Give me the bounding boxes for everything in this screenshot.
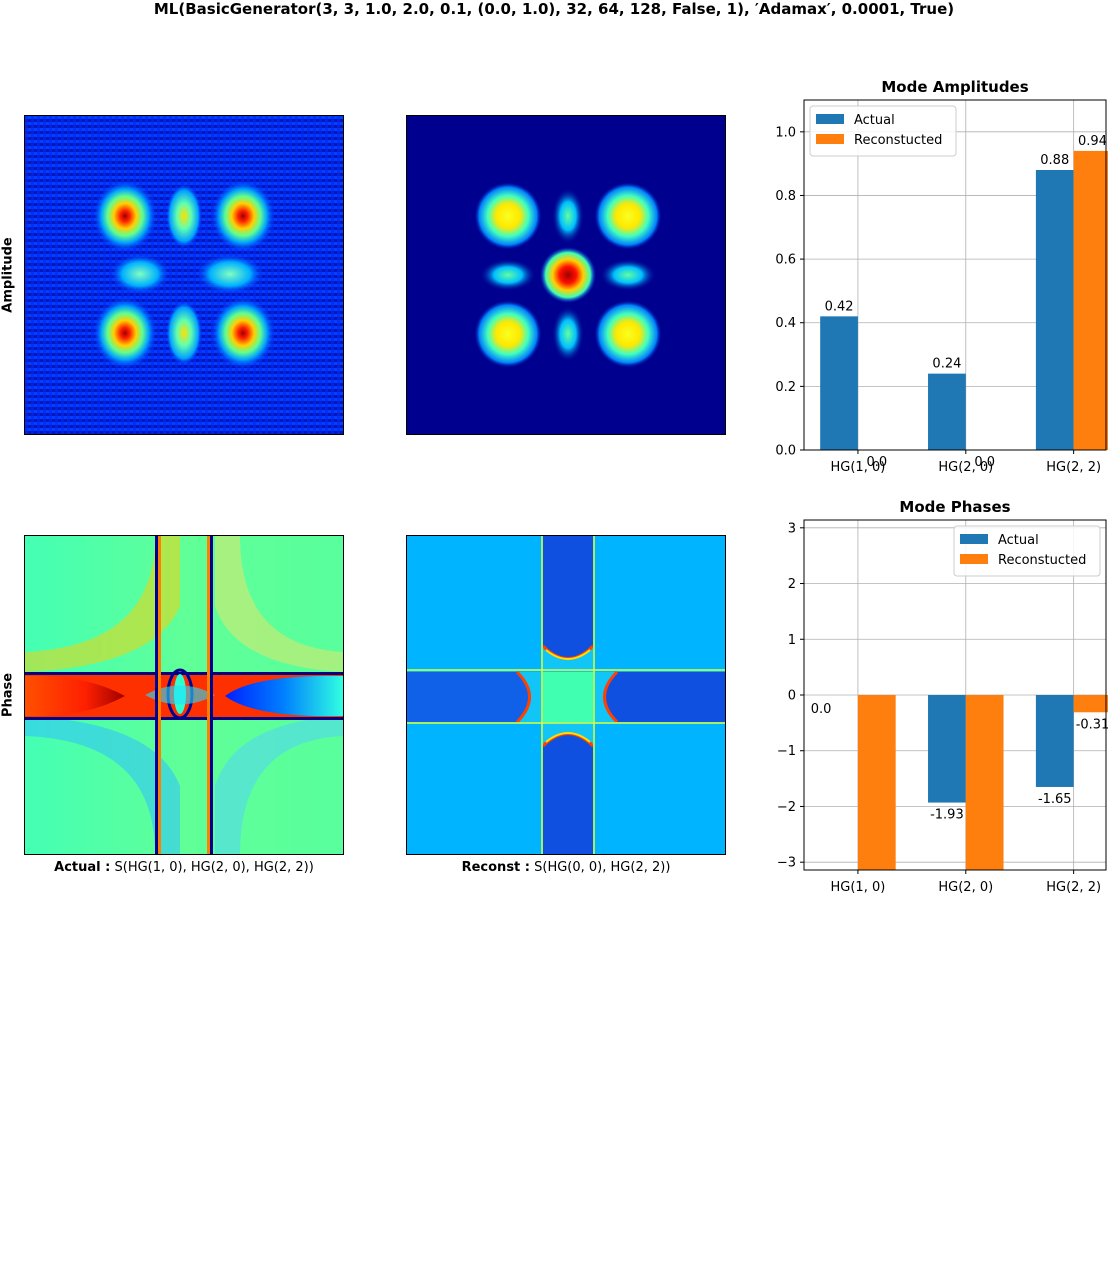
x-tick-label: HG(2, 2)	[1046, 460, 1101, 475]
bar-value-label: 0.88	[1040, 153, 1069, 168]
actual-caption: Actual : S(HG(1, 0), HG(2, 0), HG(2, 2))	[24, 860, 344, 875]
legend-label: Reconstucted	[854, 133, 942, 148]
actual-caption-label: Actual :	[54, 860, 111, 875]
y-tick-label: 0.0	[775, 444, 796, 459]
y-tick-label: 1	[788, 633, 796, 648]
y-tick-label: 1.0	[775, 125, 796, 140]
actual-amplitude-image	[24, 115, 344, 435]
reconst-caption-text: S(HG(0, 0), HG(2, 2))	[530, 860, 671, 875]
y-tick-label: 0.2	[775, 380, 796, 395]
bar-value-label: 0.94	[1078, 134, 1107, 149]
actual-phase-image	[24, 535, 344, 855]
y-tick-label: 0	[788, 689, 796, 704]
x-tick-label: HG(2, 0)	[938, 460, 993, 475]
bar	[1035, 695, 1074, 787]
bar-value-label: 0.0	[811, 702, 832, 717]
y-tick-label: 0.8	[775, 189, 796, 204]
bar	[928, 695, 966, 803]
legend-box	[953, 525, 1101, 577]
bar-value-label: -0.31	[1076, 717, 1108, 732]
x-tick-label: HG(1, 0)	[831, 460, 886, 475]
bar	[1073, 695, 1108, 713]
bar	[1073, 150, 1108, 450]
legend-swatch	[960, 534, 988, 544]
bar	[928, 373, 966, 450]
x-tick-label: HG(2, 2)	[1046, 880, 1101, 895]
reconst-caption-label: Reconst :	[461, 860, 530, 875]
bar-value-label: -1.65	[1038, 792, 1072, 807]
legend-label: Actual	[998, 533, 1039, 548]
chart-title: Mode Phases	[899, 498, 1010, 516]
bar	[1035, 170, 1074, 450]
y-tick-label: −1	[777, 744, 796, 759]
y-tick-label: −3	[777, 856, 796, 871]
x-tick-label: HG(1, 0)	[831, 880, 886, 895]
plot-frame	[803, 99, 1107, 451]
legend-box	[809, 105, 957, 157]
reconstructed-amplitude-image	[406, 115, 726, 435]
row-label-phase: Phase	[0, 672, 16, 718]
legend-swatch	[816, 134, 844, 144]
reconstructed-phase-image	[406, 535, 726, 855]
mode-phases-chart: Mode Phases −3 −2 −1 0 1 2 3 0.0 -1.93 -1.65 -0.31 H…	[777, 498, 1108, 895]
x-tick-label: HG(2, 0)	[938, 880, 993, 895]
y-tick-label: 2	[788, 577, 796, 592]
bar-value-label: 0.24	[932, 357, 961, 372]
bar	[857, 695, 896, 870]
legend-label: Reconstucted	[998, 553, 1086, 568]
mode-amplitudes-chart: Mode Amplitudes 0.0 0.2 0.4 0.6 0.8 1.0 0.42 0.2…	[775, 78, 1108, 475]
bar	[965, 695, 1004, 870]
legend-label: Actual	[854, 113, 895, 128]
y-tick-label: 0.6	[775, 253, 796, 268]
bar	[820, 316, 858, 450]
bar-value-label: -1.93	[930, 808, 964, 823]
bar-value-label: 0.42	[825, 299, 854, 314]
actual-caption-text: S(HG(1, 0), HG(2, 0), HG(2, 2))	[110, 860, 314, 875]
row-label-amplitude: Amplitude	[0, 237, 16, 313]
bar-value-label: 0.0	[866, 455, 887, 470]
y-tick-label: 3	[788, 521, 796, 536]
plot-frame	[803, 519, 1107, 871]
reconst-caption: Reconst : S(HG(0, 0), HG(2, 2))	[406, 860, 726, 875]
bar-value-label: 0.0	[974, 455, 995, 470]
y-tick-label: 0.4	[775, 316, 796, 331]
legend-swatch	[816, 114, 844, 124]
y-tick-label: −2	[777, 800, 796, 815]
chart-title: Mode Amplitudes	[881, 78, 1028, 96]
figure-suptitle: ML(BasicGenerator(3, 3, 1.0, 2.0, 0.1, (…	[153, 0, 955, 18]
legend-swatch	[960, 554, 988, 564]
